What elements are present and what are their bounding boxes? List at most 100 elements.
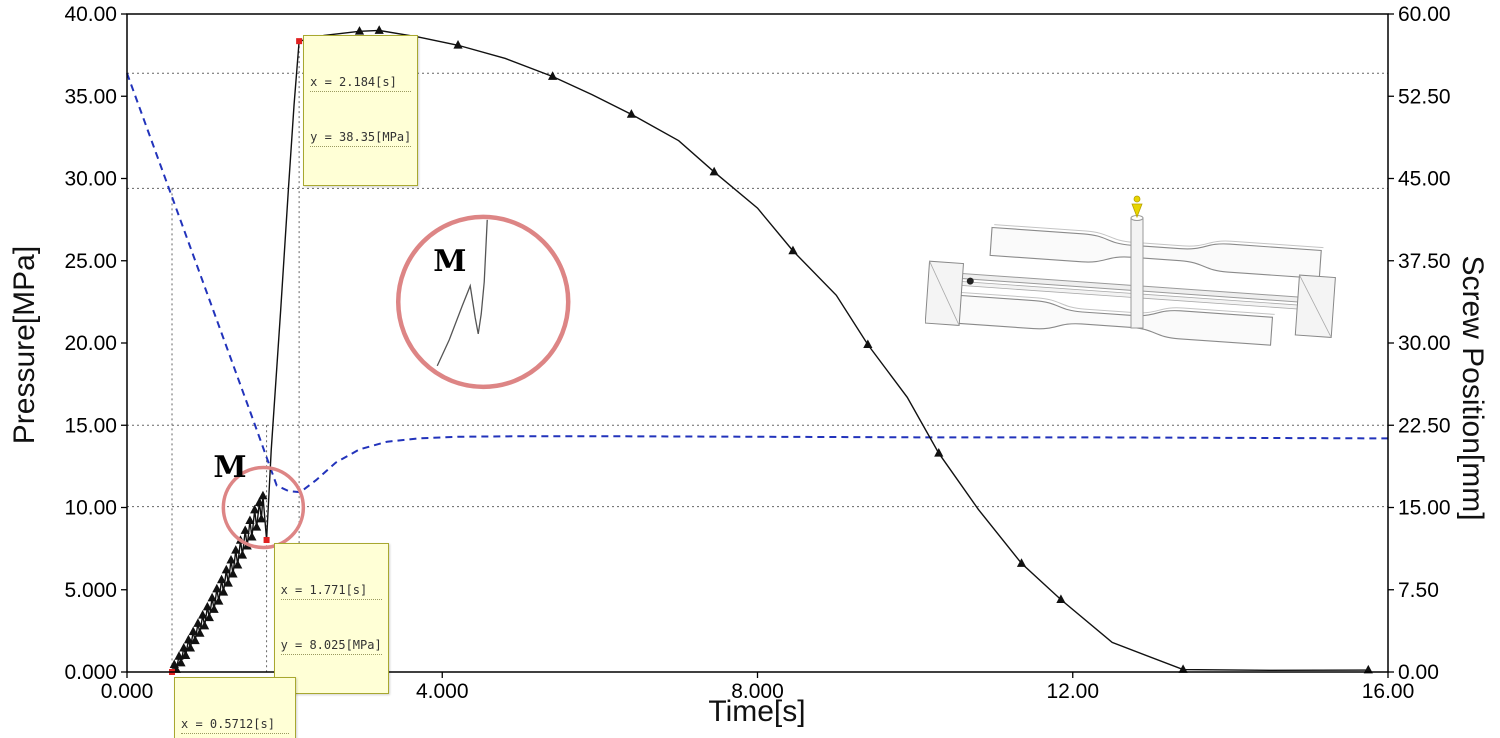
triangle-marker [709, 166, 719, 176]
triangle-marker [1178, 664, 1188, 673]
gate-dot [966, 277, 974, 285]
y-right-tick-label: 45.00 [1398, 168, 1451, 191]
y-left-tick-label: 5.000 [64, 579, 117, 602]
triangle-marker [188, 626, 198, 636]
y-right-tick-label: 22.50 [1398, 414, 1451, 437]
y-right-tick-label: 52.50 [1398, 85, 1451, 108]
y-axis-label-left: Pressure[MPa] [8, 245, 41, 445]
triangle-marker [218, 587, 229, 596]
triangle-marker [788, 245, 798, 255]
y-left-tick-label: 30.00 [64, 168, 117, 191]
triangle-marker [181, 650, 191, 659]
triangle-marker [195, 628, 205, 637]
sprue-cylinder [1130, 217, 1144, 329]
triangle-marker [237, 550, 248, 559]
nozzle-dot-icon [1133, 195, 1141, 203]
y-left-tick-label: 15.00 [64, 414, 117, 437]
annotation-box-fill-start: x = 0.5712[s] y = 0.000[MPa] [174, 677, 297, 738]
triangle-marker [209, 604, 219, 613]
magnifier-label-small: M [213, 449, 247, 485]
triangle-marker [193, 618, 203, 627]
triangle-marker [1056, 594, 1066, 604]
triangle-marker [233, 559, 243, 569]
y-right-tick-label: 60.00 [1398, 3, 1451, 26]
triangle-marker [256, 513, 266, 523]
y-right-tick-label: 15.00 [1398, 497, 1451, 520]
specimen-outline [940, 293, 1274, 346]
triangle-marker [228, 568, 238, 578]
magnifier-small-circle [221, 465, 306, 550]
triangle-marker [374, 25, 384, 34]
triangle-marker [354, 26, 365, 35]
triangle-marker [221, 564, 231, 574]
triangle-marker [247, 531, 257, 541]
specimen-depth-edge [945, 290, 1275, 315]
x-tick-label: 16.00 [1362, 680, 1415, 703]
y-left-tick-label: 0.000 [64, 661, 117, 684]
triangle-marker [214, 596, 224, 605]
x-tick-label: 12.00 [1046, 680, 1099, 703]
zoomed-curve-detail [436, 219, 488, 367]
triangle-marker [245, 515, 255, 525]
annotation-box-peak-pressure: x = 2.184[s] y = 38.35[MPa] [303, 35, 419, 187]
y-left-tick-label: 20.00 [64, 332, 117, 355]
anchor-dot [263, 536, 270, 543]
triangle-marker [453, 40, 463, 49]
triangle-marker [258, 490, 268, 500]
y-right-tick-label: 37.50 [1398, 250, 1451, 273]
y-right-tick-label: 7.50 [1398, 579, 1439, 602]
triangle-marker [250, 504, 260, 514]
x-axis-label: Time[s] [708, 695, 806, 728]
triangle-marker [231, 545, 241, 554]
tensile-specimen-lower [940, 290, 1275, 346]
triangle-marker [185, 642, 196, 652]
left-clamp-diagonal [929, 261, 960, 326]
annotation-y-value: y = 8.025[MPa] [280, 636, 382, 655]
mold-model-inset [925, 195, 1336, 346]
y-left-tick-label: 40.00 [64, 3, 117, 26]
annotation-x-value: x = 0.5712[s] [181, 715, 290, 734]
tensile-specimen-upper [989, 224, 1324, 280]
triangle-marker [254, 497, 265, 506]
y-left-tick-label: 25.00 [64, 250, 117, 273]
triangle-marker [198, 610, 208, 619]
magnifier [221, 214, 571, 550]
annotation-y-value: y = 38.35[MPa] [310, 128, 412, 148]
triangle-marker [626, 109, 636, 118]
specimen-outline [989, 226, 1322, 280]
triangle-marker [863, 339, 873, 349]
right-clamp-diagonal [1299, 274, 1332, 338]
y-axis-label-right: Screw Position[mm] [1456, 255, 1489, 521]
specimen-depth-edge [994, 224, 1324, 249]
x-tick-label: 8.000 [731, 680, 784, 703]
annotation-x-value: x = 1.771[s] [280, 581, 382, 600]
magnifier-large-circle [395, 214, 571, 390]
triangle-marker [934, 448, 944, 457]
y-left-tick-label: 35.00 [64, 85, 117, 108]
annotation-x-value: x = 2.184[s] [310, 73, 412, 93]
triangle-marker [547, 71, 558, 80]
x-tick-label: 4.000 [416, 680, 469, 703]
triangle-marker [207, 592, 217, 602]
triangle-marker [216, 574, 227, 584]
triangle-marker [223, 577, 233, 587]
triangle-marker [212, 583, 222, 593]
triangle-marker [204, 612, 214, 622]
triangle-marker [200, 620, 210, 630]
triangle-marker [174, 651, 184, 660]
triangle-marker [252, 522, 262, 531]
y-right-tick-label: 0.00 [1398, 661, 1439, 684]
pressure-series [169, 25, 1373, 674]
x-tick-label: 0.000 [101, 680, 154, 703]
nozzle-tip-icon [1131, 203, 1143, 219]
annotation-box-switchover: x = 1.771[s] y = 8.025[MPa] [273, 542, 389, 694]
triangle-marker [190, 635, 200, 645]
triangle-marker [1016, 558, 1027, 567]
triangle-marker [202, 601, 212, 611]
triangle-marker [240, 525, 250, 534]
sprue [1130, 195, 1144, 329]
magnifier-label-large: M [433, 243, 467, 279]
triangle-marker [226, 554, 236, 564]
y-left-tick-label: 10.00 [64, 497, 117, 520]
